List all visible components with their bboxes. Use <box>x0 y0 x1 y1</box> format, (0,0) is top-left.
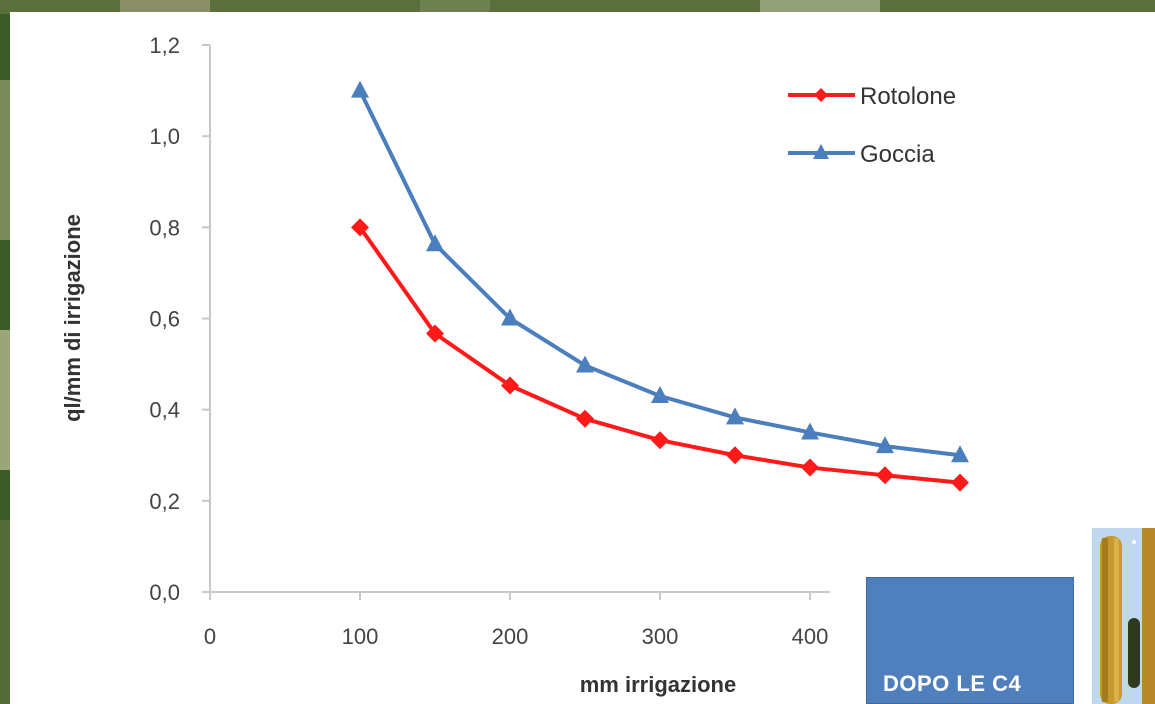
y-axis-title: ql/mm di irrigazione <box>60 214 85 422</box>
legend-label-goccia: Goccia <box>860 141 935 168</box>
data-point-rotolone <box>876 466 894 485</box>
y-tick-label: 0,6 <box>149 307 180 332</box>
data-point-goccia <box>576 355 594 373</box>
y-tick-label: 0,8 <box>149 215 180 240</box>
data-point-rotolone <box>951 473 969 492</box>
x-axis-title: mm irrigazione <box>580 672 736 697</box>
y-tick-label: 0,0 <box>149 580 180 605</box>
legend-label-rotolone: Rotolone <box>860 83 956 110</box>
data-point-rotolone <box>801 458 819 477</box>
series-rotolone <box>351 218 969 492</box>
data-point-goccia <box>426 234 444 252</box>
y-axis: 0,0 0,2 0,4 0,6 0,8 1,0 1,2 <box>149 33 211 605</box>
x-tick-label: 300 <box>642 624 679 649</box>
legend-marker-goccia <box>813 144 829 159</box>
legend-item-rotolone: Rotolone <box>788 83 956 110</box>
y-tick-label: 1,0 <box>149 124 180 149</box>
y-tick-group: 0,0 0,2 0,4 0,6 0,8 1,0 1,2 <box>149 33 210 605</box>
legend-item-goccia: Goccia <box>788 141 935 168</box>
legend: Rotolone Goccia <box>788 83 956 168</box>
series-goccia <box>351 80 969 463</box>
x-tick-label: 0 <box>204 624 216 649</box>
y-tick-label: 0,2 <box>149 489 180 514</box>
cactus-photo <box>1092 528 1155 704</box>
data-point-goccia <box>876 436 894 454</box>
x-tick-label: 200 <box>492 624 529 649</box>
data-point-goccia <box>651 385 669 403</box>
data-point-goccia <box>501 308 519 326</box>
x-tick-label: 400 <box>792 624 829 649</box>
data-point-rotolone <box>651 431 669 450</box>
data-point-rotolone <box>501 376 519 395</box>
series-group <box>351 80 969 492</box>
x-axis: 0 100 200 300 400 <box>204 591 830 649</box>
data-point-goccia <box>351 80 369 98</box>
y-tick-label: 0,4 <box>149 398 180 423</box>
data-point-goccia <box>801 422 819 440</box>
x-tick-label: 100 <box>342 624 379 649</box>
caption-box: DOPO LE C4 <box>866 577 1074 704</box>
data-point-goccia <box>726 407 744 425</box>
data-point-rotolone <box>726 446 744 465</box>
legend-marker-rotolone <box>814 88 828 102</box>
data-point-rotolone <box>351 218 369 237</box>
data-point-rotolone <box>426 324 444 343</box>
data-point-rotolone <box>576 409 594 428</box>
x-tick-group: 0 100 200 300 400 <box>204 592 828 649</box>
y-tick-label: 1,2 <box>149 33 180 58</box>
data-point-goccia <box>951 445 969 463</box>
caption-text: DOPO LE C4 <box>883 671 1022 696</box>
